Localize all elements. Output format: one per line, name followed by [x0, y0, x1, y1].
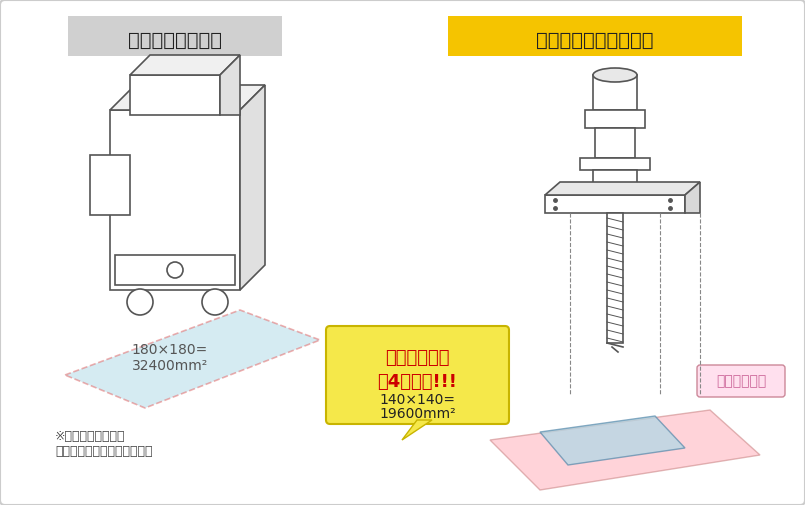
FancyBboxPatch shape [326, 326, 509, 424]
Polygon shape [490, 410, 760, 490]
Circle shape [167, 262, 183, 278]
Text: 一般的なベルト式: 一般的なベルト式 [128, 30, 222, 49]
Polygon shape [110, 110, 240, 290]
Polygon shape [240, 85, 265, 290]
Ellipse shape [593, 68, 637, 82]
Bar [593, 170, 637, 195]
Polygon shape [402, 420, 432, 440]
Bar [595, 128, 635, 158]
Polygon shape [130, 55, 240, 75]
Polygon shape [545, 182, 700, 195]
Bar [593, 75, 637, 110]
Polygon shape [65, 310, 320, 408]
FancyBboxPatch shape [68, 16, 282, 56]
Bar [545, 195, 685, 213]
Bar [607, 213, 623, 343]
Polygon shape [90, 155, 130, 215]
Polygon shape [685, 182, 700, 213]
Circle shape [127, 289, 153, 315]
Bar [580, 158, 650, 170]
Polygon shape [130, 75, 220, 115]
Text: 削減スペース: 削減スペース [716, 374, 766, 388]
Polygon shape [540, 416, 685, 465]
Polygon shape [110, 85, 265, 110]
Text: 180×180=
32400mm²: 180×180= 32400mm² [132, 343, 208, 373]
Text: 19600mm²: 19600mm² [379, 407, 456, 421]
Bar [585, 110, 645, 128]
Polygon shape [220, 55, 240, 115]
Text: 約4割削減!!!: 約4割削減!!! [378, 373, 457, 391]
Polygon shape [115, 255, 235, 285]
Text: リックス浮上油回収機: リックス浮上油回収機 [536, 30, 654, 49]
FancyBboxPatch shape [697, 365, 785, 397]
Text: 140×140=: 140×140= [379, 393, 456, 407]
Text: 設置スペース: 設置スペース [386, 349, 450, 367]
Text: ※一般的なベルト式
浮上油回収機のサイズです。: ※一般的なベルト式 浮上油回収機のサイズです。 [55, 430, 152, 458]
Circle shape [202, 289, 228, 315]
FancyBboxPatch shape [448, 16, 742, 56]
